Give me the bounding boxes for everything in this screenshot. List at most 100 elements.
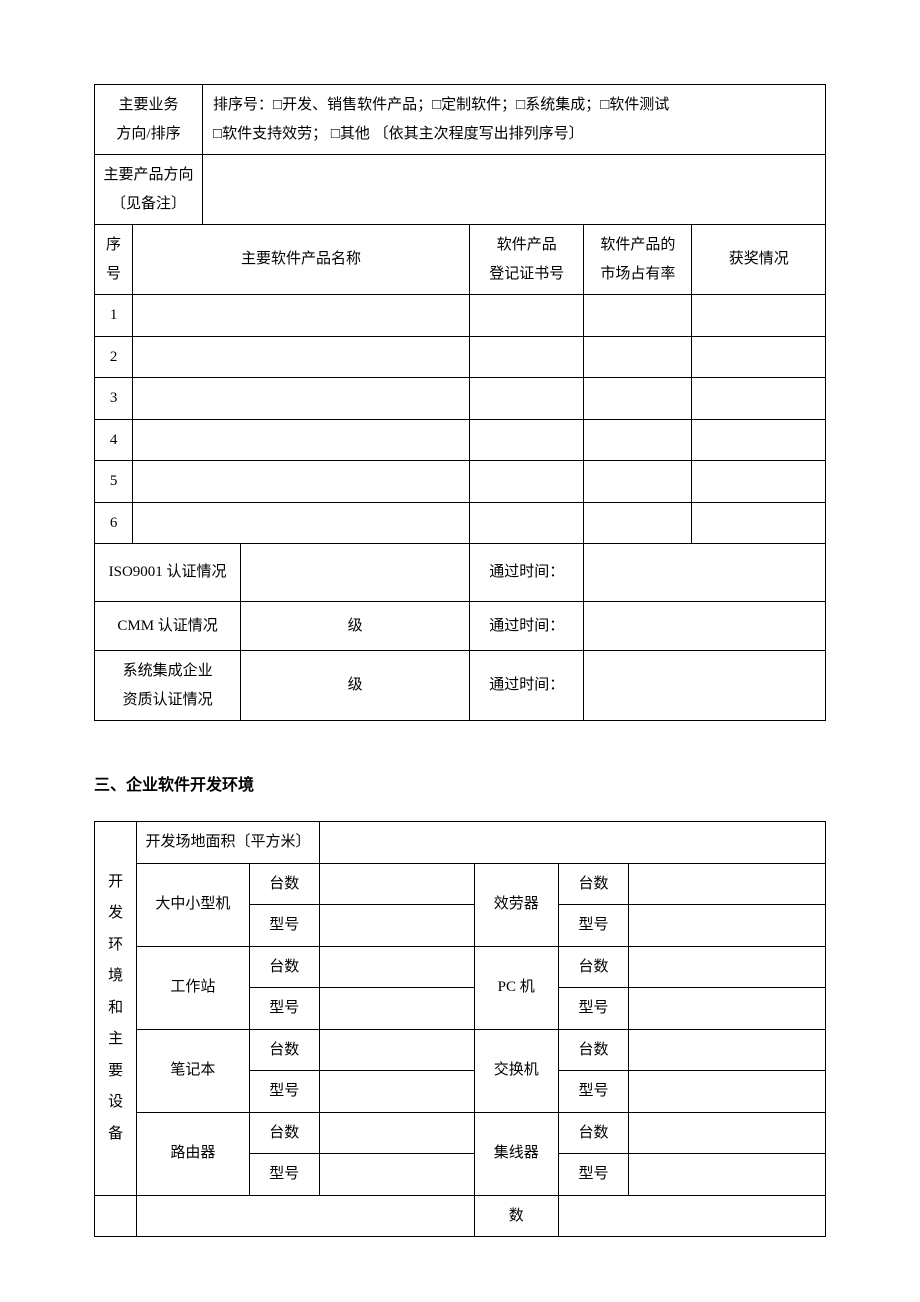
device-hub: 集线器	[474, 1112, 558, 1195]
text: 市场占有率	[588, 260, 687, 289]
cell	[692, 336, 826, 378]
cell	[558, 1195, 825, 1237]
cell	[629, 1112, 826, 1154]
seq-cell: 6	[95, 502, 133, 544]
cell	[319, 822, 825, 864]
dev-area-label: 开发场地面积〔平方米〕	[137, 822, 320, 864]
text: □软件支持效劳； □其他 〔依其主次程度写出排列序号〕	[213, 120, 821, 149]
cell	[692, 502, 826, 544]
text: 主要业务	[99, 91, 198, 120]
model-label: 型号	[249, 1154, 319, 1196]
cell	[692, 419, 826, 461]
cell	[470, 295, 584, 337]
cell	[319, 946, 474, 988]
device-pc: PC 机	[474, 946, 558, 1029]
cell	[133, 419, 470, 461]
cell	[319, 1071, 474, 1113]
cell	[133, 336, 470, 378]
cell	[629, 1029, 826, 1071]
count-label: 台数	[249, 863, 319, 905]
cell	[584, 601, 826, 651]
cell	[629, 946, 826, 988]
cell	[584, 651, 826, 721]
cmm-label: CMM 认证情况	[95, 601, 241, 651]
cell	[319, 1112, 474, 1154]
cell	[692, 295, 826, 337]
count-label: 台数	[558, 863, 628, 905]
count-label: 台数	[249, 1112, 319, 1154]
text: 登记证书号	[474, 260, 579, 289]
cell	[470, 336, 584, 378]
model-label: 型号	[558, 905, 628, 947]
col-reg-no: 软件产品 登记证书号	[470, 225, 584, 295]
dev-environment-table: 开发环境和主要设备 开发场地面积〔平方米〕 大中小型机 台数 效劳器 台数 型号…	[94, 821, 826, 1237]
text: 资质认证情况	[99, 686, 236, 715]
device-workstation: 工作站	[137, 946, 249, 1029]
cell	[319, 988, 474, 1030]
cell	[584, 295, 692, 337]
text: 主要产品方向	[99, 161, 198, 190]
cell	[319, 863, 474, 905]
model-label: 型号	[558, 988, 628, 1030]
cell	[241, 544, 470, 602]
seq-cell: 1	[95, 295, 133, 337]
device-laptop: 笔记本	[137, 1029, 249, 1112]
count-label: 台数	[558, 1112, 628, 1154]
cell	[584, 378, 692, 420]
model-label: 型号	[249, 1071, 319, 1113]
cell	[470, 419, 584, 461]
text: 方向/排序	[99, 120, 198, 149]
cell	[629, 988, 826, 1030]
cell	[133, 295, 470, 337]
device-switch: 交换机	[474, 1029, 558, 1112]
cell	[133, 378, 470, 420]
cell	[584, 336, 692, 378]
model-label: 型号	[558, 1071, 628, 1113]
cell	[133, 502, 470, 544]
model-label: 型号	[249, 988, 319, 1030]
cmm-level: 级	[241, 601, 470, 651]
cell	[629, 1154, 826, 1196]
cell	[470, 378, 584, 420]
col-product-name: 主要软件产品名称	[133, 225, 470, 295]
text: 号	[99, 260, 128, 289]
device-mainframe: 大中小型机	[137, 863, 249, 946]
table-row: 6	[95, 502, 826, 544]
table-row: 2	[95, 336, 826, 378]
col-award: 获奖情况	[692, 225, 826, 295]
cell	[584, 461, 692, 503]
cell	[470, 461, 584, 503]
device-router: 路由器	[137, 1112, 249, 1195]
cell	[692, 378, 826, 420]
table-row: 1	[95, 295, 826, 337]
iso9001-label: ISO9001 认证情况	[95, 544, 241, 602]
main-business-label: 主要业务 方向/排序	[95, 85, 203, 155]
cell	[692, 461, 826, 503]
cell	[584, 419, 692, 461]
text: 软件产品的	[588, 231, 687, 260]
device-server: 效劳器	[474, 863, 558, 946]
table-row: 3	[95, 378, 826, 420]
seq-cell: 2	[95, 336, 133, 378]
qty-label: 数	[474, 1195, 558, 1237]
seq-cell: 3	[95, 378, 133, 420]
product-direction-label: 主要产品方向 〔见备注〕	[95, 155, 203, 225]
text: 序	[99, 231, 128, 260]
section-3-title: 三、企业软件开发环境	[94, 771, 826, 795]
count-label: 台数	[558, 1029, 628, 1071]
col-seq: 序 号	[95, 225, 133, 295]
cell	[133, 461, 470, 503]
model-label: 型号	[249, 905, 319, 947]
iso9001-passtime-label: 通过时间：	[470, 544, 584, 602]
dev-env-vertical-label: 开发环境和主要设备	[95, 822, 137, 1196]
count-label: 台数	[249, 946, 319, 988]
cell	[629, 905, 826, 947]
product-direction-value	[203, 155, 826, 225]
cmm-passtime-label: 通过时间：	[470, 601, 584, 651]
sysint-level: 级	[241, 651, 470, 721]
text: 软件产品	[474, 231, 579, 260]
cell	[137, 1195, 474, 1237]
col-market-share: 软件产品的 市场占有率	[584, 225, 692, 295]
cell	[584, 544, 826, 602]
cell	[629, 863, 826, 905]
